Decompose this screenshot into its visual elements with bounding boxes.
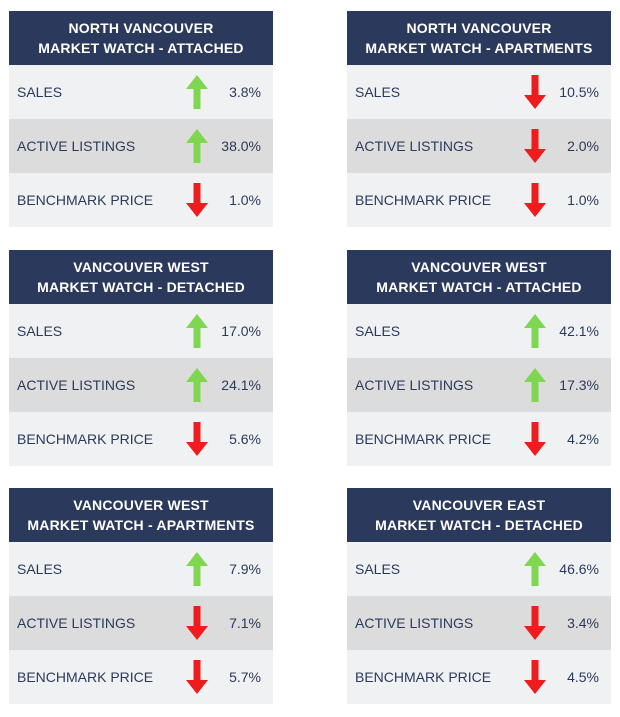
card-header: VANCOUVER EAST MARKET WATCH - DETACHED <box>347 488 611 542</box>
row-benchmark-price: BENCHMARK PRICE 5.6% <box>9 412 273 466</box>
row-benchmark-price: BENCHMARK PRICE 4.2% <box>347 412 611 466</box>
row-label: SALES <box>355 561 401 577</box>
arrow-down-icon <box>186 422 208 456</box>
row-value: 17.0% <box>221 323 261 339</box>
card-header: VANCOUVER WEST MARKET WATCH - APARTMENTS <box>9 488 273 542</box>
card-title-region: VANCOUVER EAST <box>412 497 546 513</box>
arrow-up-icon <box>186 552 208 586</box>
row-value: 1.0% <box>229 192 261 208</box>
arrow-down-icon <box>186 183 208 217</box>
arrow-up-icon <box>186 129 208 163</box>
card-title-category: MARKET WATCH - APARTMENTS <box>365 40 593 56</box>
arrow-down-icon <box>524 606 546 640</box>
row-label: SALES <box>17 323 63 339</box>
row-label: ACTIVE LISTINGS <box>17 138 136 154</box>
row-benchmark-price: BENCHMARK PRICE 5.7% <box>9 650 273 704</box>
row-benchmark-price: BENCHMARK PRICE 1.0% <box>347 173 611 227</box>
row-benchmark-price: BENCHMARK PRICE 1.0% <box>9 173 273 227</box>
row-label: ACTIVE LISTINGS <box>17 377 136 393</box>
arrow-up-icon <box>524 368 546 402</box>
row-sales: SALES 46.6% <box>347 542 611 596</box>
card-title-region: VANCOUVER WEST <box>73 259 209 275</box>
card-title-region: NORTH VANCOUVER <box>406 20 552 36</box>
row-label: SALES <box>355 84 401 100</box>
arrow-down-icon <box>524 422 546 456</box>
card-title-category: MARKET WATCH - ATTACHED <box>376 279 582 295</box>
row-label: BENCHMARK PRICE <box>17 192 154 208</box>
arrow-down-icon <box>524 183 546 217</box>
row-active-listings: ACTIVE LISTINGS 7.1% <box>9 596 273 650</box>
arrow-up-icon <box>186 314 208 348</box>
row-label: BENCHMARK PRICE <box>355 431 492 447</box>
row-value: 4.5% <box>567 669 599 685</box>
row-active-listings: ACTIVE LISTINGS 24.1% <box>9 358 273 412</box>
row-sales: SALES 7.9% <box>9 542 273 596</box>
card-title-category: MARKET WATCH - DETACHED <box>37 279 245 295</box>
card-title-region: NORTH VANCOUVER <box>68 20 214 36</box>
card-header: VANCOUVER WEST MARKET WATCH - DETACHED <box>9 250 273 304</box>
arrow-down-icon <box>524 75 546 109</box>
row-label: BENCHMARK PRICE <box>17 431 154 447</box>
arrow-up-icon <box>524 314 546 348</box>
arrow-up-icon <box>186 368 208 402</box>
market-watch-card: VANCOUVER WEST MARKET WATCH - APARTMENTS… <box>9 488 273 704</box>
card-title-region: VANCOUVER WEST <box>73 497 209 513</box>
market-watch-card: VANCOUVER WEST MARKET WATCH - ATTACHED S… <box>347 250 611 466</box>
row-active-listings: ACTIVE LISTINGS 38.0% <box>9 119 273 173</box>
row-value: 3.4% <box>567 615 599 631</box>
arrow-down-icon <box>524 129 546 163</box>
row-active-listings: ACTIVE LISTINGS 2.0% <box>347 119 611 173</box>
row-sales: SALES 42.1% <box>347 304 611 358</box>
row-label: BENCHMARK PRICE <box>17 669 154 685</box>
arrow-up-icon <box>524 552 546 586</box>
row-value: 24.1% <box>221 377 261 393</box>
row-label: ACTIVE LISTINGS <box>17 615 136 631</box>
row-value: 2.0% <box>567 138 599 154</box>
row-label: SALES <box>17 561 63 577</box>
arrow-down-icon <box>524 660 546 694</box>
market-watch-card: VANCOUVER EAST MARKET WATCH - DETACHED S… <box>347 488 611 704</box>
market-watch-card: VANCOUVER WEST MARKET WATCH - DETACHED S… <box>9 250 273 466</box>
row-label: ACTIVE LISTINGS <box>355 615 474 631</box>
row-sales: SALES 17.0% <box>9 304 273 358</box>
row-sales: SALES 3.8% <box>9 65 273 119</box>
row-label: SALES <box>17 84 63 100</box>
row-value: 38.0% <box>221 138 261 154</box>
row-active-listings: ACTIVE LISTINGS 17.3% <box>347 358 611 412</box>
market-watch-card: NORTH VANCOUVER MARKET WATCH - ATTACHED … <box>9 11 273 227</box>
row-value: 4.2% <box>567 431 599 447</box>
row-value: 7.9% <box>229 561 261 577</box>
card-title-category: MARKET WATCH - DETACHED <box>375 517 583 533</box>
row-value: 3.8% <box>229 84 261 100</box>
card-header: NORTH VANCOUVER MARKET WATCH - ATTACHED <box>9 11 273 65</box>
row-benchmark-price: BENCHMARK PRICE 4.5% <box>347 650 611 704</box>
arrow-down-icon <box>186 660 208 694</box>
card-title-category: MARKET WATCH - ATTACHED <box>38 40 244 56</box>
card-title-region: VANCOUVER WEST <box>411 259 547 275</box>
row-label: SALES <box>355 323 401 339</box>
row-label: ACTIVE LISTINGS <box>355 138 474 154</box>
row-value: 5.7% <box>229 669 261 685</box>
row-value: 10.5% <box>559 84 599 100</box>
row-value: 5.6% <box>229 431 261 447</box>
row-sales: SALES 10.5% <box>347 65 611 119</box>
row-value: 7.1% <box>229 615 261 631</box>
row-value: 1.0% <box>567 192 599 208</box>
card-title-category: MARKET WATCH - APARTMENTS <box>27 517 255 533</box>
row-value: 46.6% <box>559 561 599 577</box>
row-value: 42.1% <box>559 323 599 339</box>
arrow-down-icon <box>186 606 208 640</box>
row-label: ACTIVE LISTINGS <box>355 377 474 393</box>
market-watch-card: NORTH VANCOUVER MARKET WATCH - APARTMENT… <box>347 11 611 227</box>
card-header: NORTH VANCOUVER MARKET WATCH - APARTMENT… <box>347 11 611 65</box>
row-value: 17.3% <box>559 377 599 393</box>
card-header: VANCOUVER WEST MARKET WATCH - ATTACHED <box>347 250 611 304</box>
row-label: BENCHMARK PRICE <box>355 192 492 208</box>
arrow-up-icon <box>186 75 208 109</box>
row-label: BENCHMARK PRICE <box>355 669 492 685</box>
row-active-listings: ACTIVE LISTINGS 3.4% <box>347 596 611 650</box>
